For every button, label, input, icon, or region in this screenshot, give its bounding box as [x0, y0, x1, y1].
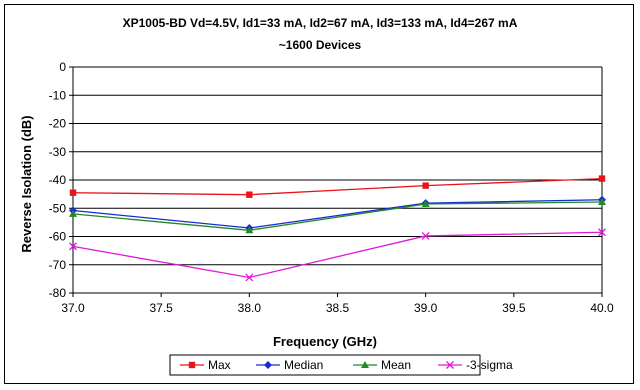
x-axis-label: Frequency (GHz)	[273, 334, 377, 349]
chart-title: XP1005-BD Vd=4.5V, Id1=33 mA, Id2=67 mA,…	[123, 16, 518, 30]
data-point-3-sigma	[245, 273, 254, 282]
marker-stroke	[446, 361, 454, 369]
y-tick-label: -70	[49, 258, 67, 272]
y-tick-label: 0	[59, 60, 66, 74]
data-point-max	[422, 182, 429, 189]
y-tick-label: -50	[49, 201, 67, 215]
y-tick-label: -80	[49, 286, 67, 300]
legend-label-median: Median	[284, 358, 323, 372]
legend-label-max: Max	[208, 358, 231, 372]
y-tick-label: -40	[49, 173, 67, 187]
legend-label-3-sigma: -3-sigma	[466, 358, 513, 372]
data-point-mean	[421, 200, 430, 208]
data-point-3-sigma	[421, 231, 430, 240]
chart-frame: XP1005-BD Vd=4.5V, Id1=33 mA, Id2=67 mA,…	[4, 4, 634, 384]
chart-subtitle: ~1600 Devices	[279, 38, 362, 52]
series-line-mean	[72, 201, 603, 231]
marker-stroke	[598, 228, 606, 237]
x-tick-label: 37.0	[61, 301, 85, 315]
x-tick-label: 38.0	[238, 301, 262, 315]
y-tick-label: -60	[49, 230, 67, 244]
data-point-3-sigma	[69, 242, 77, 251]
x-tick-label: 40.0	[590, 301, 614, 315]
data-point-3-sigma	[598, 228, 606, 237]
series-line-3-sigma	[72, 231, 603, 279]
x-tick-label: 37.5	[149, 301, 173, 315]
marker-stroke	[245, 273, 254, 282]
marker-stroke	[69, 242, 77, 251]
x-tick-label: 38.5	[326, 301, 350, 315]
line-chart: XP1005-BD Vd=4.5V, Id1=33 mA, Id2=67 mA,…	[19, 16, 614, 376]
legend: Max Median Mean -3-sigma	[169, 354, 513, 376]
y-axis-label: Reverse Isolation (dB)	[19, 115, 34, 252]
x-tick-label: 39.0	[414, 301, 438, 315]
legend-label-mean: Mean	[381, 358, 411, 372]
legend-marker-max	[188, 361, 196, 369]
legend-box	[169, 354, 481, 376]
data-point-mean	[245, 226, 254, 234]
series-line-max	[72, 177, 603, 196]
data-point-max	[246, 191, 253, 198]
data-point-max	[69, 189, 77, 196]
y-tick-label: -30	[49, 145, 67, 159]
y-tick-label: -20	[49, 117, 67, 131]
y-tick-label: -10	[49, 88, 67, 102]
series-line-median	[72, 199, 603, 229]
marker-stroke	[421, 231, 430, 240]
data-point-max	[598, 175, 606, 182]
legend-marker-mean	[361, 361, 369, 368]
x-tick-label: 39.5	[502, 301, 526, 315]
legend-marker-median	[264, 361, 272, 369]
data-point-mean	[598, 198, 606, 206]
legend-marker-3-sigma	[446, 361, 454, 369]
data-point-mean	[69, 209, 77, 217]
